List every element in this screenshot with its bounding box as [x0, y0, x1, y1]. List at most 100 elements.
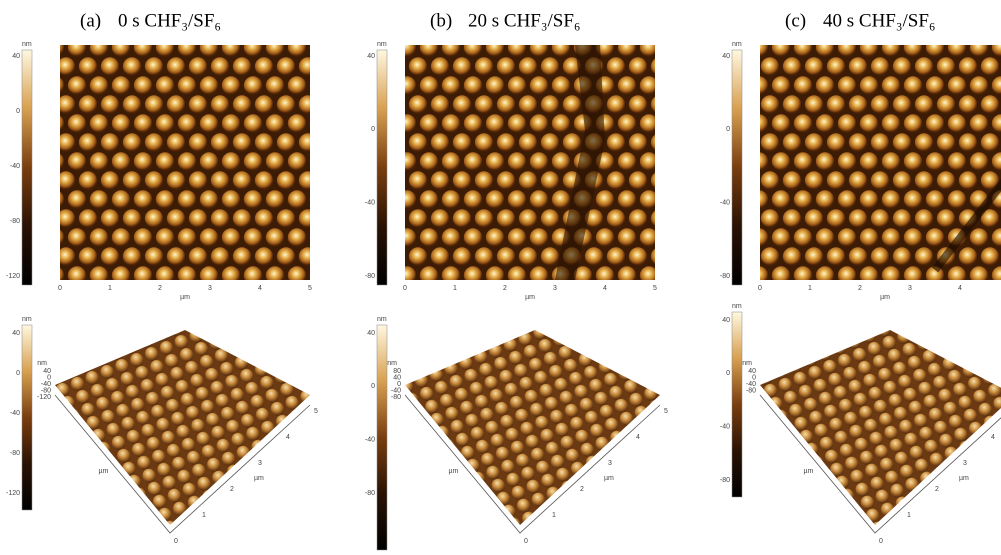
- colorbar-tick: 0: [16, 108, 20, 115]
- panel-label: (c): [785, 10, 806, 31]
- colorbar-tick: -80: [365, 490, 375, 497]
- x-tick: 2: [503, 285, 507, 292]
- page: (a)0 s CHF₃/SF₆nm400-40-80-120012345µmnm…: [0, 0, 1001, 555]
- colorbar-tick: 0: [371, 383, 375, 390]
- colorbar-tick: -120: [6, 490, 20, 497]
- axis-unit-3d: µm: [99, 468, 109, 475]
- colorbar-unit: nm: [377, 41, 387, 48]
- colorbar: [732, 50, 742, 285]
- colorbar-tick: -80: [720, 477, 730, 484]
- z-tick: -80: [746, 387, 756, 394]
- axis-tick-3d: 3: [963, 460, 967, 467]
- axis-tick-3d: 5: [664, 408, 668, 415]
- axis-tick-3d: 1: [202, 512, 206, 519]
- colorbar-tick: 0: [726, 126, 730, 133]
- axis-tick-3d: 2: [230, 486, 234, 493]
- afm-image: [760, 45, 1001, 280]
- axis-tick-3d: 2: [580, 486, 584, 493]
- colorbar: [732, 312, 742, 497]
- axis-tick-3d: 3: [608, 460, 612, 467]
- axis-tick-3d: 0: [879, 538, 883, 545]
- afm-image: [405, 45, 655, 280]
- axis-tick-3d: 1: [907, 512, 911, 519]
- colorbar-unit: nm: [732, 41, 742, 48]
- colorbar-tick: -40: [10, 410, 20, 417]
- x-axis-unit: µm: [525, 294, 535, 301]
- axis-unit-3d: µm: [959, 475, 969, 482]
- colorbar-tick: 0: [726, 370, 730, 377]
- colorbar-unit: nm: [22, 41, 32, 48]
- colorbar-tick: 40: [722, 317, 730, 324]
- afm-image: [60, 45, 310, 280]
- colorbar: [22, 325, 32, 510]
- colorbar-tick: -40: [720, 200, 730, 207]
- x-tick: 1: [808, 285, 812, 292]
- axis-tick-3d: 0: [174, 538, 178, 545]
- figure: (a)0 s CHF₃/SF₆nm400-40-80-120012345µmnm…: [0, 0, 1001, 555]
- colorbar-tick: 0: [16, 370, 20, 377]
- x-tick: 0: [403, 285, 407, 292]
- colorbar-tick: 40: [12, 53, 20, 60]
- panel-title: 40 s CHF₃/SF₆: [823, 10, 936, 31]
- panel-title: 20 s CHF₃/SF₆: [468, 10, 581, 31]
- z-unit: nm: [387, 360, 397, 367]
- x-tick: 1: [453, 285, 457, 292]
- x-axis-unit: µm: [180, 294, 190, 301]
- x-tick: 4: [258, 285, 262, 292]
- panel-label: (b): [430, 10, 452, 31]
- x-tick: 2: [858, 285, 862, 292]
- axis-unit-3d: µm: [604, 475, 614, 482]
- axis-tick-3d: 3: [258, 460, 262, 467]
- x-tick: 4: [958, 285, 962, 292]
- x-tick: 3: [908, 285, 912, 292]
- x-tick: 2: [158, 285, 162, 292]
- colorbar-tick: -40: [365, 437, 375, 444]
- x-axis-unit: µm: [880, 294, 890, 301]
- axis-tick-3d: 2: [935, 486, 939, 493]
- x-tick: 0: [58, 285, 62, 292]
- colorbar-tick: 40: [367, 330, 375, 337]
- axis-tick-3d: 4: [991, 434, 995, 441]
- colorbar: [377, 50, 387, 285]
- z-tick: -80: [391, 394, 401, 401]
- colorbar-tick: -40: [10, 163, 20, 170]
- panel-title: 0 s CHF₃/SF₆: [118, 10, 221, 31]
- colorbar-unit: nm: [377, 316, 387, 323]
- colorbar-tick: -80: [10, 218, 20, 225]
- axis-unit-3d: µm: [804, 468, 814, 475]
- x-tick: 5: [653, 285, 657, 292]
- colorbar-tick: -40: [720, 424, 730, 431]
- colorbar-unit: nm: [732, 303, 742, 310]
- axis-tick-3d: 0: [524, 538, 528, 545]
- x-tick: 5: [308, 285, 312, 292]
- x-tick: 3: [208, 285, 212, 292]
- z-tick: -120: [37, 394, 51, 401]
- colorbar-tick: 40: [367, 53, 375, 60]
- colorbar-tick: 0: [371, 126, 375, 133]
- colorbar: [377, 325, 387, 550]
- x-tick: 1: [108, 285, 112, 292]
- z-unit: nm: [742, 360, 752, 367]
- axis-tick-3d: 5: [314, 408, 318, 415]
- colorbar-tick: 40: [722, 53, 730, 60]
- colorbar: [22, 50, 32, 285]
- colorbar-tick: -80: [10, 450, 20, 457]
- x-tick: 0: [758, 285, 762, 292]
- colorbar-tick: -80: [365, 273, 375, 280]
- axis-unit-3d: µm: [254, 475, 264, 482]
- colorbar-tick: -40: [365, 200, 375, 207]
- z-unit: nm: [37, 360, 47, 367]
- colorbar-tick: -120: [6, 273, 20, 280]
- colorbar-tick: -80: [720, 273, 730, 280]
- axis-tick-3d: 4: [286, 434, 290, 441]
- panel-label: (a): [80, 10, 101, 31]
- axis-unit-3d: µm: [449, 468, 459, 475]
- x-tick: 3: [553, 285, 557, 292]
- colorbar-tick: 40: [12, 330, 20, 337]
- axis-tick-3d: 4: [636, 434, 640, 441]
- x-tick: 4: [603, 285, 607, 292]
- surface-3d: [55, 330, 310, 525]
- axis-tick-3d: 1: [552, 512, 556, 519]
- surface-3d: [405, 330, 660, 525]
- colorbar-unit: nm: [22, 316, 32, 323]
